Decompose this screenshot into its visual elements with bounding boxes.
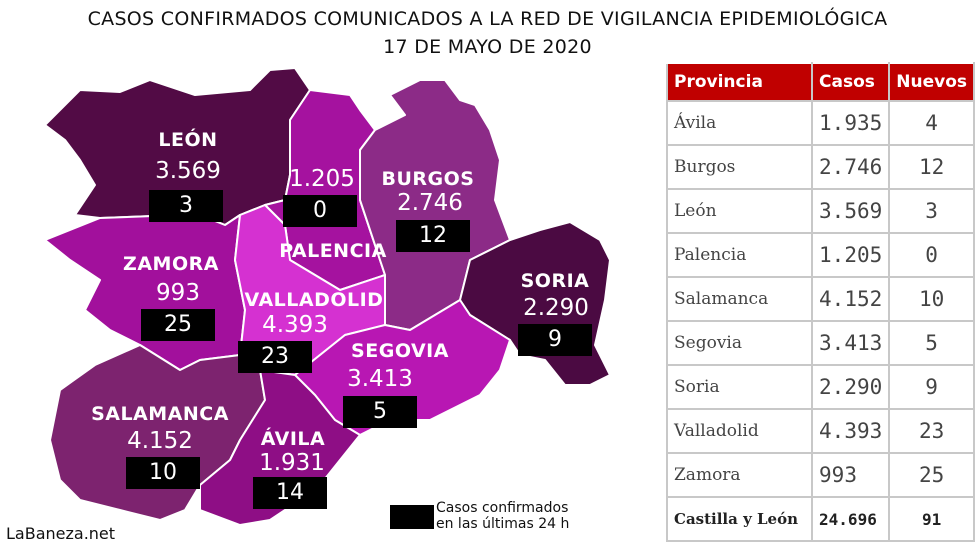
palencia-label: PALENCIA <box>279 240 387 262</box>
new-cell: 4 <box>888 100 975 146</box>
header-provincia: Provincia <box>665 62 814 102</box>
cases-cell: 1.935 <box>811 100 891 146</box>
cases-cell: 1.205 <box>811 232 891 278</box>
legend-line-2: en las últimas 24 h <box>436 516 570 532</box>
province-cell: Palencia <box>665 232 814 278</box>
soria-label: SORIA <box>520 270 590 292</box>
cases-cell: 3.413 <box>811 320 891 366</box>
province-cell: Segovia <box>665 320 814 366</box>
table-row: Palencia 1.205 0 <box>665 232 975 278</box>
new-cell: 10 <box>888 276 975 322</box>
province-cell: Valladolid <box>665 408 814 454</box>
legend-swatch <box>390 505 434 529</box>
leon-new: 3 <box>149 190 223 222</box>
valladolid-cases: 4.393 <box>262 312 328 338</box>
valladolid-new: 23 <box>238 341 312 373</box>
avila-cases: 1.931 <box>259 450 325 476</box>
table-row: Salamanca 4.152 10 <box>665 276 975 322</box>
province-cell: Ávila <box>665 100 814 146</box>
leon-cases: 3.569 <box>155 158 221 184</box>
credit: LaBaneza.net <box>6 524 116 543</box>
zamora-new: 25 <box>141 309 215 341</box>
cases-cell: 4.152 <box>811 276 891 322</box>
new-cell: 5 <box>888 320 975 366</box>
avila-new: 14 <box>253 477 327 509</box>
palencia-cases: 1.205 <box>289 166 355 192</box>
salamanca-label: SALAMANCA <box>91 403 229 425</box>
table-row: Ávila 1.935 4 <box>665 100 975 146</box>
new-cell: 3 <box>888 188 975 234</box>
province-cell: Burgos <box>665 144 814 190</box>
total-row: Castilla y León 24.696 91 <box>665 496 975 542</box>
burgos-new: 12 <box>396 220 470 252</box>
province-zamora <box>44 214 246 371</box>
table-row: Zamora 993 25 <box>665 452 975 498</box>
valladolid-label: VALLADOLID <box>244 289 384 311</box>
cases-cell: 3.569 <box>811 188 891 234</box>
leon-label: LEÓN <box>158 129 218 151</box>
salamanca-cases: 4.152 <box>127 428 193 454</box>
table-row: León 3.569 3 <box>665 188 975 234</box>
soria-new: 9 <box>518 324 592 356</box>
header-nuevos: Nuevos <box>888 62 975 102</box>
segovia-new: 5 <box>343 396 417 428</box>
cases-cell: 2.290 <box>811 364 891 410</box>
province-map <box>44 67 611 526</box>
province-cell: Salamanca <box>665 276 814 322</box>
province-cell: Soria <box>665 364 814 410</box>
new-cell: 0 <box>888 232 975 278</box>
new-cell: 12 <box>888 144 975 190</box>
table-row: Valladolid 4.393 23 <box>665 408 975 454</box>
avila-label: ÁVILA <box>260 428 326 450</box>
new-cell: 91 <box>888 496 975 542</box>
segovia-label: SEGOVIA <box>351 340 449 362</box>
new-cell: 25 <box>888 452 975 498</box>
burgos-cases: 2.746 <box>397 190 463 216</box>
province-avila <box>199 369 361 526</box>
palencia-new: 0 <box>283 195 357 227</box>
province-cell: Castilla y León <box>665 496 814 542</box>
legend-text: Casos confirmados en las últimas 24 h <box>436 500 569 532</box>
cases-cell: 2.746 <box>811 144 891 190</box>
burgos-label: BURGOS <box>381 168 475 190</box>
cases-cell: 993 <box>811 452 891 498</box>
zamora-cases: 993 <box>156 280 200 306</box>
table-row: Burgos 2.746 12 <box>665 144 975 190</box>
title-line-1: CASOS CONFIRMADOS COMUNICADOS A LA RED D… <box>87 8 888 30</box>
segovia-cases: 3.413 <box>347 366 413 392</box>
table-row: Segovia 3.413 5 <box>665 320 975 366</box>
cases-cell: 24.696 <box>811 496 891 542</box>
header-casos: Casos <box>811 62 891 102</box>
salamanca-new: 10 <box>126 457 200 489</box>
cases-cell: 4.393 <box>811 408 891 454</box>
title-line-2: 17 DE MAYO DE 2020 <box>383 36 592 58</box>
legend-line-1: Casos confirmados <box>436 500 569 516</box>
new-cell: 23 <box>888 408 975 454</box>
soria-cases: 2.290 <box>523 295 589 321</box>
zamora-label: ZAMORA <box>123 253 219 275</box>
table-row: Soria 2.290 9 <box>665 364 975 410</box>
cases-table: Provincia Casos Nuevos Ávila 1.935 4 Burgos… <box>665 62 975 542</box>
new-cell: 9 <box>888 364 975 410</box>
province-cell: León <box>665 188 814 234</box>
province-cell: Zamora <box>665 452 814 498</box>
